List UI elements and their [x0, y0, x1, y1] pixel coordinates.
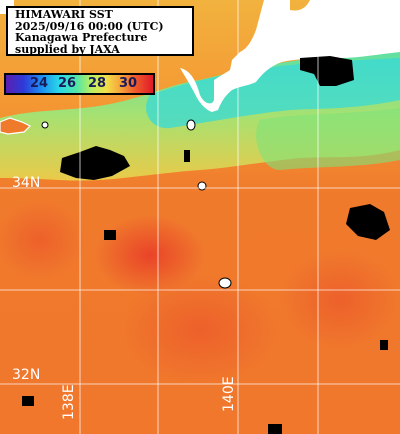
land-izu-peninsula: [180, 0, 400, 112]
hot-patch-west: [0, 200, 85, 280]
cloud-patch-small3: [268, 424, 282, 434]
island-4: [41, 121, 49, 129]
info-box: HIMAWARI SST 2025/09/16 00:00 (UTC) Kana…: [6, 6, 194, 56]
coastal-green-east: [256, 108, 400, 170]
island-2: [197, 181, 207, 191]
lon-label-140e: 140E: [221, 376, 237, 412]
scale-tick-24: 24: [30, 76, 49, 91]
cloud-patch-small5: [184, 150, 190, 162]
cloud-patch-small2: [22, 396, 34, 406]
info-region: Kanagawa Prefecture: [15, 31, 148, 44]
lon-label-138e: 138E: [61, 384, 77, 420]
hot-patch-east: [280, 250, 400, 350]
cloud-patch-small1: [104, 230, 116, 240]
scale-tick-30: 30: [119, 76, 138, 91]
land-boso: [360, 0, 400, 44]
island-3: [186, 119, 196, 131]
island-1: [218, 277, 232, 289]
lat-label-34n: 34N: [12, 175, 41, 191]
color-scale-bar: 24 26 28 30: [4, 73, 155, 95]
info-datetime: 2025/09/16 00:00 (UTC): [15, 19, 164, 33]
hot-patch-south: [120, 275, 280, 385]
cloud-patch-right: [346, 204, 390, 240]
cloud-patch-main: [60, 146, 130, 180]
land-small-west: [0, 117, 32, 135]
hot-patch-center: [95, 215, 205, 295]
scale-tick-26: 26: [58, 76, 77, 91]
info-title: HIMAWARI SST: [15, 8, 113, 21]
lat-label-32n: 32N: [12, 367, 41, 383]
info-source: supplied by JAXA: [15, 42, 120, 56]
cloud-patch-small4: [380, 340, 388, 350]
scale-tick-28: 28: [88, 76, 107, 91]
land-izu-dark: [300, 56, 354, 86]
